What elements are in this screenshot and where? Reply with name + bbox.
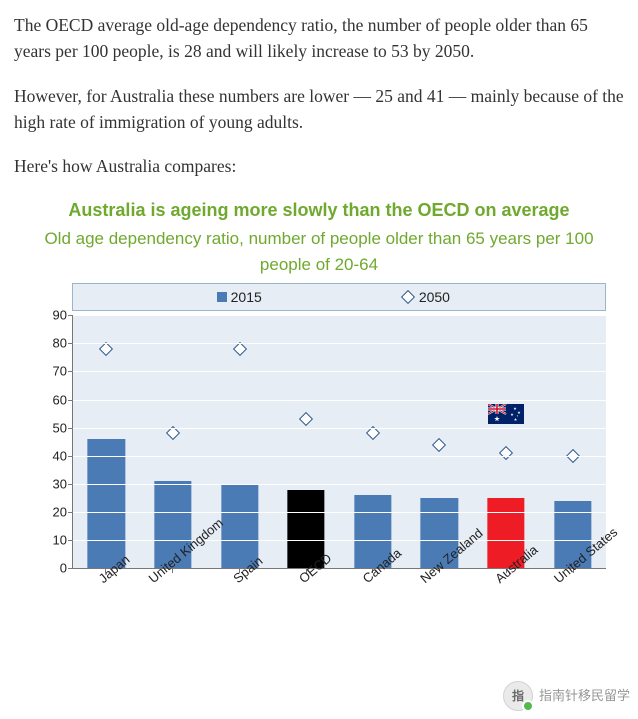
intro-paragraph-3: Here's how Australia compares:: [14, 153, 624, 179]
y-axis-label: 60: [53, 390, 73, 410]
wechat-account-name: 指南针移民留学: [539, 686, 630, 706]
y-axis-label: 50: [53, 418, 73, 438]
chart-title: Australia is ageing more slowly than the…: [18, 197, 620, 224]
legend-item: 2015: [217, 287, 262, 308]
y-axis-label: 30: [53, 474, 73, 494]
chart-plot-area: 0102030405060708090: [72, 315, 606, 569]
y-axis-label: 20: [53, 502, 73, 522]
gridline: [73, 540, 606, 541]
chart-slot: [473, 315, 540, 568]
wechat-watermark: 指 指南针移民留学: [503, 681, 630, 711]
x-axis-label: OECD: [272, 569, 339, 639]
legend-diamond-icon: [401, 290, 415, 304]
chart-legend: 2015 2050: [72, 283, 606, 311]
legend-item: 2050: [403, 287, 450, 308]
gridline: [73, 400, 606, 401]
wechat-avatar-icon: 指: [503, 681, 533, 711]
dependency-ratio-chart: Australia is ageing more slowly than the…: [14, 197, 624, 639]
chart-slot: [406, 315, 473, 568]
x-axis-label: Canada: [339, 569, 406, 639]
y-axis-label: 40: [53, 446, 73, 466]
marker-2050: [432, 437, 446, 451]
gridline: [73, 484, 606, 485]
gridline: [73, 343, 606, 344]
wechat-logo-icon: [522, 700, 534, 712]
legend-label: 2015: [231, 287, 262, 308]
gridline: [73, 371, 606, 372]
x-axis-label: New Zealand: [406, 569, 473, 639]
intro-paragraph-1: The OECD average old-age dependency rati…: [14, 12, 624, 65]
chart-slot: [73, 315, 140, 568]
y-axis-label: 80: [53, 334, 73, 354]
chart-x-labels: JapanUnited KingdomSpainOECDCanadaNew Ze…: [72, 569, 606, 639]
gridline: [73, 456, 606, 457]
y-axis-label: 10: [53, 530, 73, 550]
y-axis-label: 0: [60, 559, 73, 579]
legend-label: 2050: [419, 287, 450, 308]
australia-flag: [488, 404, 524, 424]
marker-2050: [499, 446, 513, 460]
x-axis-label: Spain: [206, 569, 273, 639]
bar-2015: [88, 439, 125, 568]
marker-2050: [299, 412, 313, 426]
x-axis-label: Japan: [72, 569, 139, 639]
legend-square-icon: [217, 292, 227, 302]
chart-slot: [340, 315, 407, 568]
gridline: [73, 512, 606, 513]
chart-bars: [73, 315, 606, 568]
x-axis-label: United Kingdom: [139, 569, 206, 639]
intro-paragraph-2: However, for Australia these numbers are…: [14, 83, 624, 136]
x-axis-label: Australia: [473, 569, 540, 639]
australia-flag-icon: [488, 404, 524, 424]
y-axis-label: 70: [53, 362, 73, 382]
chart-slot: [273, 315, 340, 568]
y-axis-label: 90: [53, 306, 73, 326]
chart-subtitle: Old age dependency ratio, number of peop…: [32, 226, 606, 277]
gridline: [73, 315, 606, 316]
wechat-avatar-text: 指: [512, 687, 524, 705]
x-axis-label: United States: [539, 569, 606, 639]
chart-slot: [539, 315, 606, 568]
gridline: [73, 428, 606, 429]
